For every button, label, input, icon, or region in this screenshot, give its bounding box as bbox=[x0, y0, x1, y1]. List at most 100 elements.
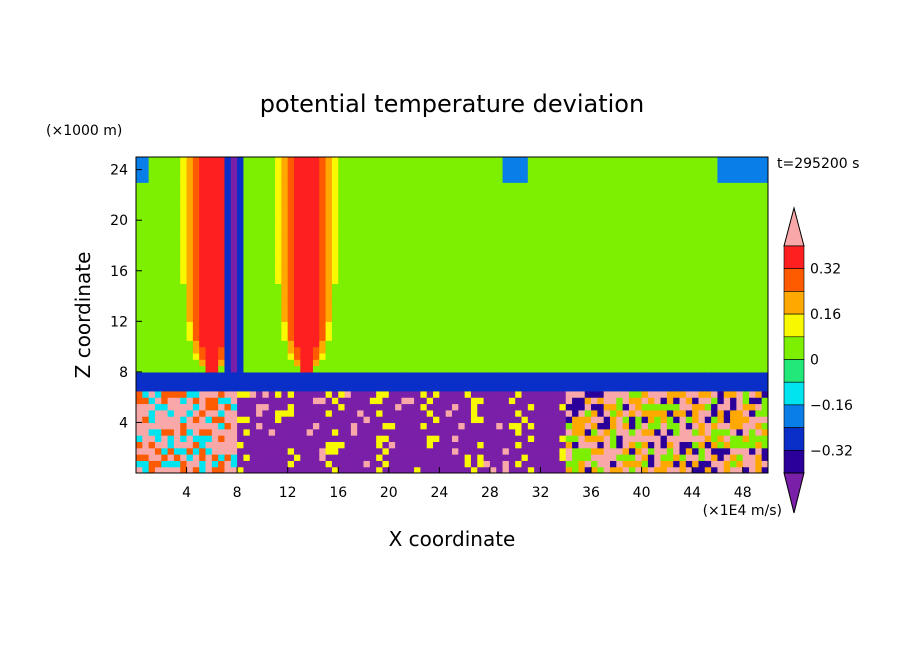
field-cell bbox=[717, 371, 725, 379]
field-cell bbox=[483, 163, 491, 171]
field-cell bbox=[673, 397, 681, 405]
field-cell bbox=[357, 258, 365, 266]
field-cell bbox=[458, 283, 466, 291]
field-cell bbox=[610, 194, 617, 202]
field-cell bbox=[565, 277, 573, 284]
field-cell bbox=[148, 239, 156, 247]
field-cell bbox=[597, 264, 605, 272]
field-cell bbox=[755, 258, 763, 266]
field-cell bbox=[136, 397, 143, 405]
field-cell bbox=[350, 315, 358, 322]
field-cell bbox=[161, 466, 169, 473]
field-cell bbox=[407, 220, 415, 228]
field-cell bbox=[243, 371, 251, 379]
field-cell bbox=[230, 232, 238, 240]
field-cell bbox=[218, 157, 226, 164]
field-cell bbox=[161, 403, 169, 411]
field-cell bbox=[369, 258, 377, 266]
field-cell bbox=[685, 333, 693, 341]
field-cell bbox=[553, 359, 561, 367]
field-cell bbox=[312, 352, 320, 360]
field-cell bbox=[256, 226, 263, 234]
field-cell bbox=[142, 264, 150, 272]
field-cell bbox=[180, 296, 188, 303]
field-cell bbox=[173, 447, 181, 455]
field-cell bbox=[230, 359, 238, 367]
field-cell bbox=[173, 194, 181, 202]
field-cell bbox=[515, 175, 523, 183]
field-cell bbox=[262, 466, 270, 473]
field-cell bbox=[338, 258, 346, 266]
field-cell bbox=[268, 403, 276, 411]
field-cell bbox=[692, 182, 700, 190]
field-cell bbox=[281, 346, 289, 354]
field-cell bbox=[736, 447, 744, 455]
field-cell bbox=[331, 403, 339, 411]
field-cell bbox=[540, 308, 548, 316]
field-cell bbox=[306, 270, 314, 278]
field-cell bbox=[350, 213, 358, 221]
field-cell bbox=[496, 188, 504, 196]
field-cell bbox=[319, 283, 327, 291]
field-cell bbox=[439, 296, 447, 303]
field-cell bbox=[730, 321, 737, 329]
field-cell bbox=[388, 207, 396, 215]
field-cell bbox=[527, 289, 535, 297]
field-cell bbox=[603, 359, 611, 367]
field-cell bbox=[496, 447, 504, 455]
field-cell bbox=[306, 289, 314, 297]
field-cell bbox=[300, 454, 308, 461]
field-cell bbox=[192, 188, 200, 196]
field-cell bbox=[243, 270, 251, 278]
field-cell bbox=[711, 283, 719, 291]
field-cell bbox=[420, 308, 428, 316]
field-cell bbox=[641, 397, 649, 405]
field-cell bbox=[647, 346, 655, 354]
field-cell bbox=[572, 157, 579, 164]
field-cell bbox=[452, 371, 459, 379]
field-cell bbox=[622, 182, 630, 190]
field-cell bbox=[597, 302, 605, 310]
field-cell bbox=[483, 409, 491, 417]
field-cell bbox=[559, 251, 567, 259]
field-cell bbox=[483, 283, 491, 291]
field-cell bbox=[350, 201, 358, 209]
field-cell bbox=[256, 403, 263, 411]
field-cell bbox=[407, 371, 415, 379]
field-cell bbox=[502, 194, 510, 202]
field-cell bbox=[502, 302, 510, 310]
field-cell bbox=[685, 245, 693, 253]
field-cell bbox=[306, 283, 314, 291]
field-cell bbox=[470, 327, 478, 335]
field-cell bbox=[275, 308, 282, 316]
field-cell bbox=[300, 201, 308, 209]
field-cell bbox=[591, 340, 598, 348]
field-cell bbox=[742, 232, 750, 240]
field-cell bbox=[186, 378, 194, 386]
field-cell bbox=[641, 239, 649, 247]
field-cell bbox=[173, 346, 181, 354]
field-cell bbox=[647, 182, 655, 190]
field-cell bbox=[679, 454, 687, 461]
field-cell bbox=[369, 169, 377, 177]
field-cell bbox=[306, 251, 314, 259]
field-cell bbox=[761, 454, 768, 461]
field-cell bbox=[553, 188, 561, 196]
field-cell bbox=[521, 175, 529, 183]
field-cell bbox=[610, 466, 617, 473]
field-cell bbox=[508, 321, 516, 329]
field-cell bbox=[654, 447, 662, 455]
field-cell bbox=[477, 245, 485, 253]
field-cell bbox=[723, 277, 731, 284]
field-cell bbox=[515, 188, 523, 196]
field-cell bbox=[508, 428, 516, 436]
field-cell bbox=[192, 321, 200, 329]
field-cell bbox=[224, 403, 232, 411]
field-cell bbox=[325, 302, 333, 310]
field-cell bbox=[243, 289, 251, 297]
field-cell bbox=[521, 409, 529, 417]
field-cell bbox=[553, 308, 561, 316]
field-cell bbox=[218, 346, 226, 354]
field-cell bbox=[584, 403, 592, 411]
field-cell bbox=[192, 232, 200, 240]
